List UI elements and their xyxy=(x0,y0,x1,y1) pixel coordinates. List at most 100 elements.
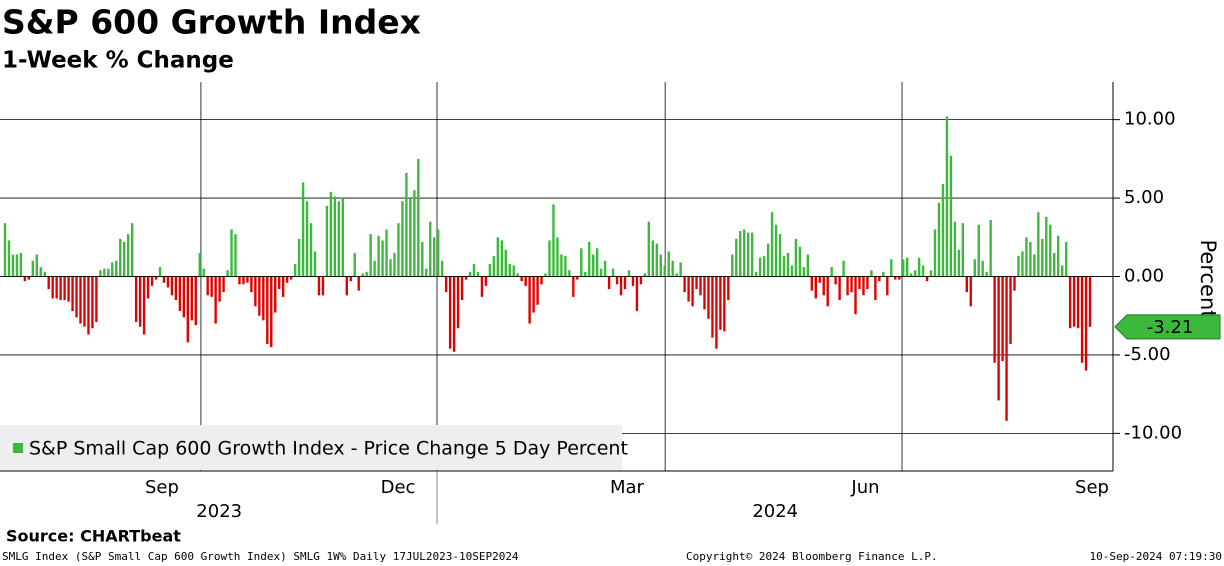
bar xyxy=(377,235,380,277)
bar xyxy=(878,276,881,282)
bar xyxy=(540,276,543,285)
bar xyxy=(55,276,58,299)
bar xyxy=(1037,212,1040,277)
bar xyxy=(802,267,806,277)
bar xyxy=(417,158,420,277)
bar xyxy=(1041,238,1044,277)
bar xyxy=(961,223,965,277)
bar xyxy=(123,241,126,277)
bar xyxy=(639,276,643,285)
bar xyxy=(63,276,66,301)
bar xyxy=(798,246,802,277)
bar xyxy=(886,276,889,296)
bar xyxy=(564,256,567,277)
y-tick-label: 5.00 xyxy=(1124,187,1164,208)
bar xyxy=(433,237,436,277)
x-tick-label: Sep xyxy=(145,477,179,498)
bar xyxy=(440,260,444,277)
bar xyxy=(1088,276,1092,327)
chart-subtitle: 1-Week % Change xyxy=(2,48,234,74)
bar xyxy=(242,276,245,285)
bar xyxy=(39,267,42,277)
bar xyxy=(31,260,35,277)
bar xyxy=(452,276,456,352)
bar xyxy=(623,276,627,290)
bar xyxy=(981,260,984,277)
bar xyxy=(818,276,821,283)
bar xyxy=(1025,237,1028,277)
bar xyxy=(719,276,722,330)
bar xyxy=(456,276,460,329)
bar xyxy=(667,251,670,277)
y-tick-label: 0.00 xyxy=(1124,266,1164,287)
bar xyxy=(580,248,583,277)
bar xyxy=(138,276,142,327)
bar xyxy=(894,276,897,280)
last-value-label: -3.21 xyxy=(1147,317,1194,338)
bar xyxy=(158,267,162,277)
bar xyxy=(186,276,190,343)
bar xyxy=(166,276,170,288)
bar xyxy=(850,276,853,293)
legend-label: S&P Small Cap 600 Growth Index - Price C… xyxy=(29,438,628,460)
bar xyxy=(500,240,503,277)
bar xyxy=(1072,276,1076,327)
bar xyxy=(425,268,428,277)
bar xyxy=(357,276,360,291)
bar xyxy=(345,276,348,296)
bar xyxy=(246,276,249,283)
bar xyxy=(675,273,678,277)
bar xyxy=(790,265,794,277)
bar xyxy=(79,276,82,324)
bar xyxy=(1053,252,1056,277)
bar xyxy=(480,276,484,297)
bar xyxy=(838,276,841,301)
bar xyxy=(405,172,408,277)
bar xyxy=(997,276,1000,401)
bar xyxy=(19,252,23,277)
bar xyxy=(333,196,337,277)
bar xyxy=(993,276,996,363)
bar xyxy=(115,260,118,277)
bar xyxy=(1057,235,1060,277)
bar xyxy=(401,201,404,277)
bar xyxy=(659,254,662,277)
bar xyxy=(854,276,857,315)
bar xyxy=(1068,276,1072,329)
bar xyxy=(130,223,134,277)
bar xyxy=(409,198,412,277)
bar xyxy=(778,234,782,277)
bar xyxy=(782,256,786,277)
bar xyxy=(516,273,519,277)
bar xyxy=(949,155,953,277)
bar xyxy=(945,116,949,277)
bar xyxy=(162,276,166,283)
bar xyxy=(520,276,523,282)
bar xyxy=(592,254,595,277)
bar xyxy=(397,223,400,277)
bar xyxy=(91,276,94,329)
bar xyxy=(691,276,694,307)
bar xyxy=(937,202,941,277)
bar xyxy=(329,191,333,277)
bar xyxy=(870,270,873,277)
bar xyxy=(588,241,591,277)
bar xyxy=(731,254,734,277)
bar xyxy=(651,240,655,277)
bar xyxy=(754,271,758,277)
bar xyxy=(393,252,396,277)
bar xyxy=(67,276,70,302)
bar xyxy=(190,276,193,321)
bar xyxy=(150,276,154,286)
bar xyxy=(508,263,511,277)
bar xyxy=(134,276,138,322)
bar xyxy=(862,276,865,296)
bar xyxy=(671,260,674,277)
bar xyxy=(846,276,849,296)
bar xyxy=(35,254,38,277)
x-tick-label: Jun xyxy=(850,477,879,498)
last-value-marker xyxy=(1114,314,1221,340)
legend-box xyxy=(0,425,622,470)
bar xyxy=(560,254,563,277)
